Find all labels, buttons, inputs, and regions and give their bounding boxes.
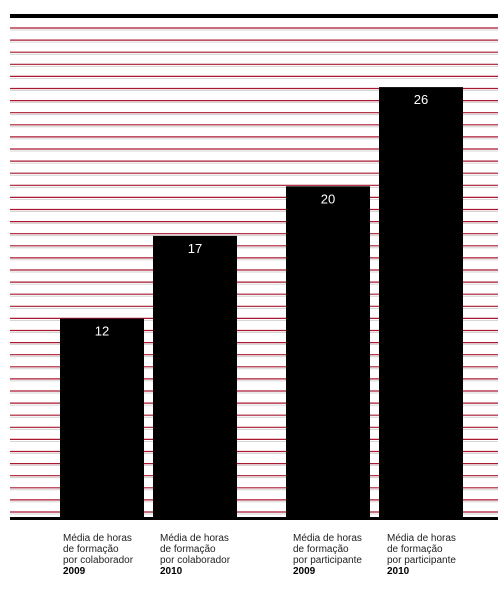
category-label-line: de formação: [63, 544, 119, 555]
bar: [286, 186, 370, 518]
category-label: Média de horas de formação por participa…: [293, 533, 393, 577]
category-label-line: por colaborador: [160, 555, 231, 566]
bar-value-label: 17: [188, 241, 202, 256]
category-label: Média de horas de formação por participa…: [387, 533, 487, 577]
bar-value-label: 12: [95, 324, 109, 339]
category-label-line: de formação: [160, 544, 216, 555]
category-label-line: Média de horas: [63, 533, 132, 544]
category-label-line: por colaborador: [63, 555, 134, 566]
bars: 12 17 20 26: [60, 87, 463, 518]
category-label-line: Média de horas: [387, 533, 456, 544]
bar-value-label: 20: [321, 191, 335, 206]
category-label-line: de formação: [387, 544, 443, 555]
category-label-line: por participante: [387, 555, 456, 566]
baseline: [10, 517, 498, 520]
top-rule: [10, 14, 498, 18]
bar: [60, 318, 144, 517]
bar: [153, 235, 237, 517]
category-label-line: Média de horas: [293, 533, 362, 544]
category-label-line: por participante: [293, 555, 362, 566]
category-label: Média de horas de formação por colaborad…: [160, 533, 260, 577]
category-label-line: de formação: [293, 544, 349, 555]
category-label-year: 2010: [160, 566, 183, 577]
bar: [379, 87, 463, 517]
category-label-year: 2009: [293, 566, 316, 577]
bar-value-label: 26: [414, 92, 428, 107]
category-label-line: Média de horas: [160, 533, 229, 544]
category-label: Média de horas de formação por colaborad…: [63, 533, 163, 577]
category-label-year: 2010: [387, 566, 410, 577]
category-label-year: 2009: [63, 566, 86, 577]
